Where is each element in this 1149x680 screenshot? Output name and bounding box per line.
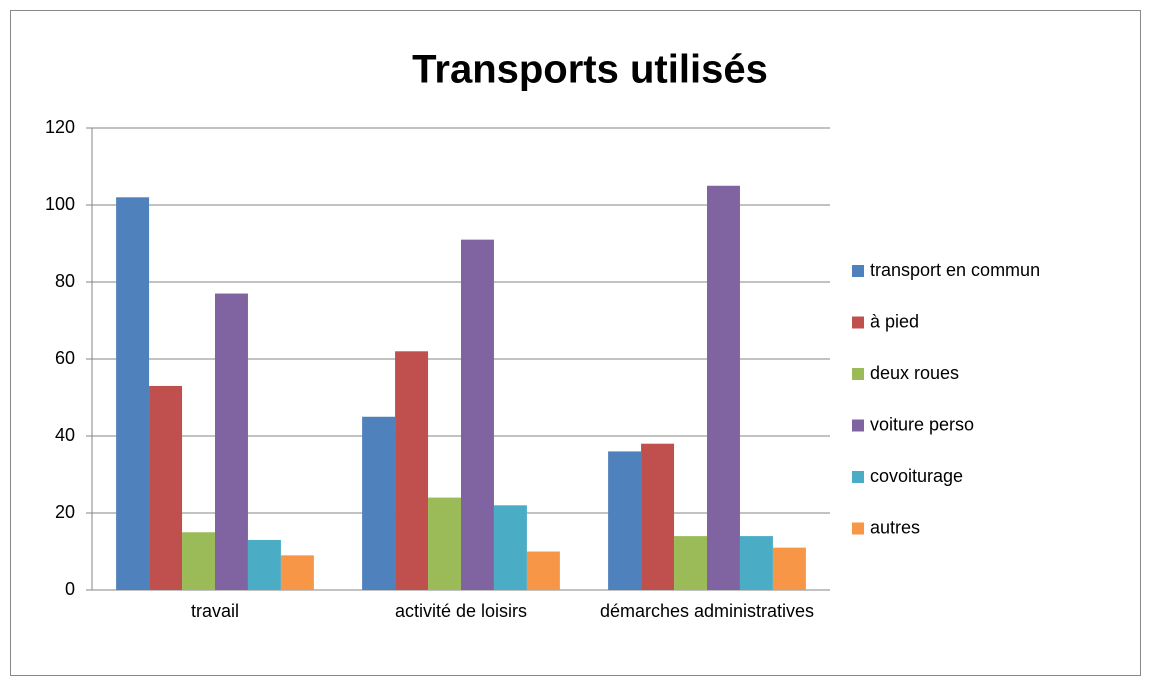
y-tick-label: 60 <box>55 348 75 368</box>
legend-swatch <box>852 265 864 277</box>
bar <box>772 547 806 590</box>
bar <box>608 451 642 590</box>
bar <box>641 443 675 590</box>
y-tick-label: 100 <box>45 194 75 214</box>
bar <box>280 555 314 590</box>
bar <box>149 385 183 590</box>
legend-swatch <box>852 419 864 432</box>
legend-label: à pied <box>870 311 919 331</box>
bar <box>739 536 773 590</box>
legend-label: covoiturage <box>870 466 963 486</box>
legend-label: voiture perso <box>870 414 974 434</box>
y-tick-label: 20 <box>55 502 75 522</box>
bar <box>461 239 494 590</box>
legend-swatch <box>852 368 864 380</box>
legend-label: deux roues <box>870 363 959 383</box>
x-tick-label: activité de loisirs <box>394 601 528 621</box>
bar <box>493 505 527 590</box>
bar <box>707 185 740 590</box>
bar <box>182 532 215 590</box>
y-tick-label: 40 <box>55 425 75 445</box>
y-tick-label: 80 <box>55 271 75 291</box>
legend-label: transport en commun <box>870 260 1040 280</box>
y-tick-label: 120 <box>45 117 75 137</box>
legend-swatch <box>852 316 864 329</box>
legend-label: autres <box>870 517 920 537</box>
bar <box>247 539 281 590</box>
bar <box>395 351 429 590</box>
bar <box>362 416 396 590</box>
x-tick-label: démarches administratives <box>599 601 815 621</box>
bar <box>428 497 461 590</box>
legend-swatch <box>852 471 864 483</box>
bar <box>215 293 248 590</box>
x-tick-label: travail <box>190 601 239 621</box>
bar <box>116 197 150 591</box>
y-tick-label: 0 <box>65 579 75 599</box>
chart-title: Transports utilisés <box>412 48 768 92</box>
bar <box>526 551 560 590</box>
legend-swatch <box>852 522 864 535</box>
bar <box>674 536 707 590</box>
